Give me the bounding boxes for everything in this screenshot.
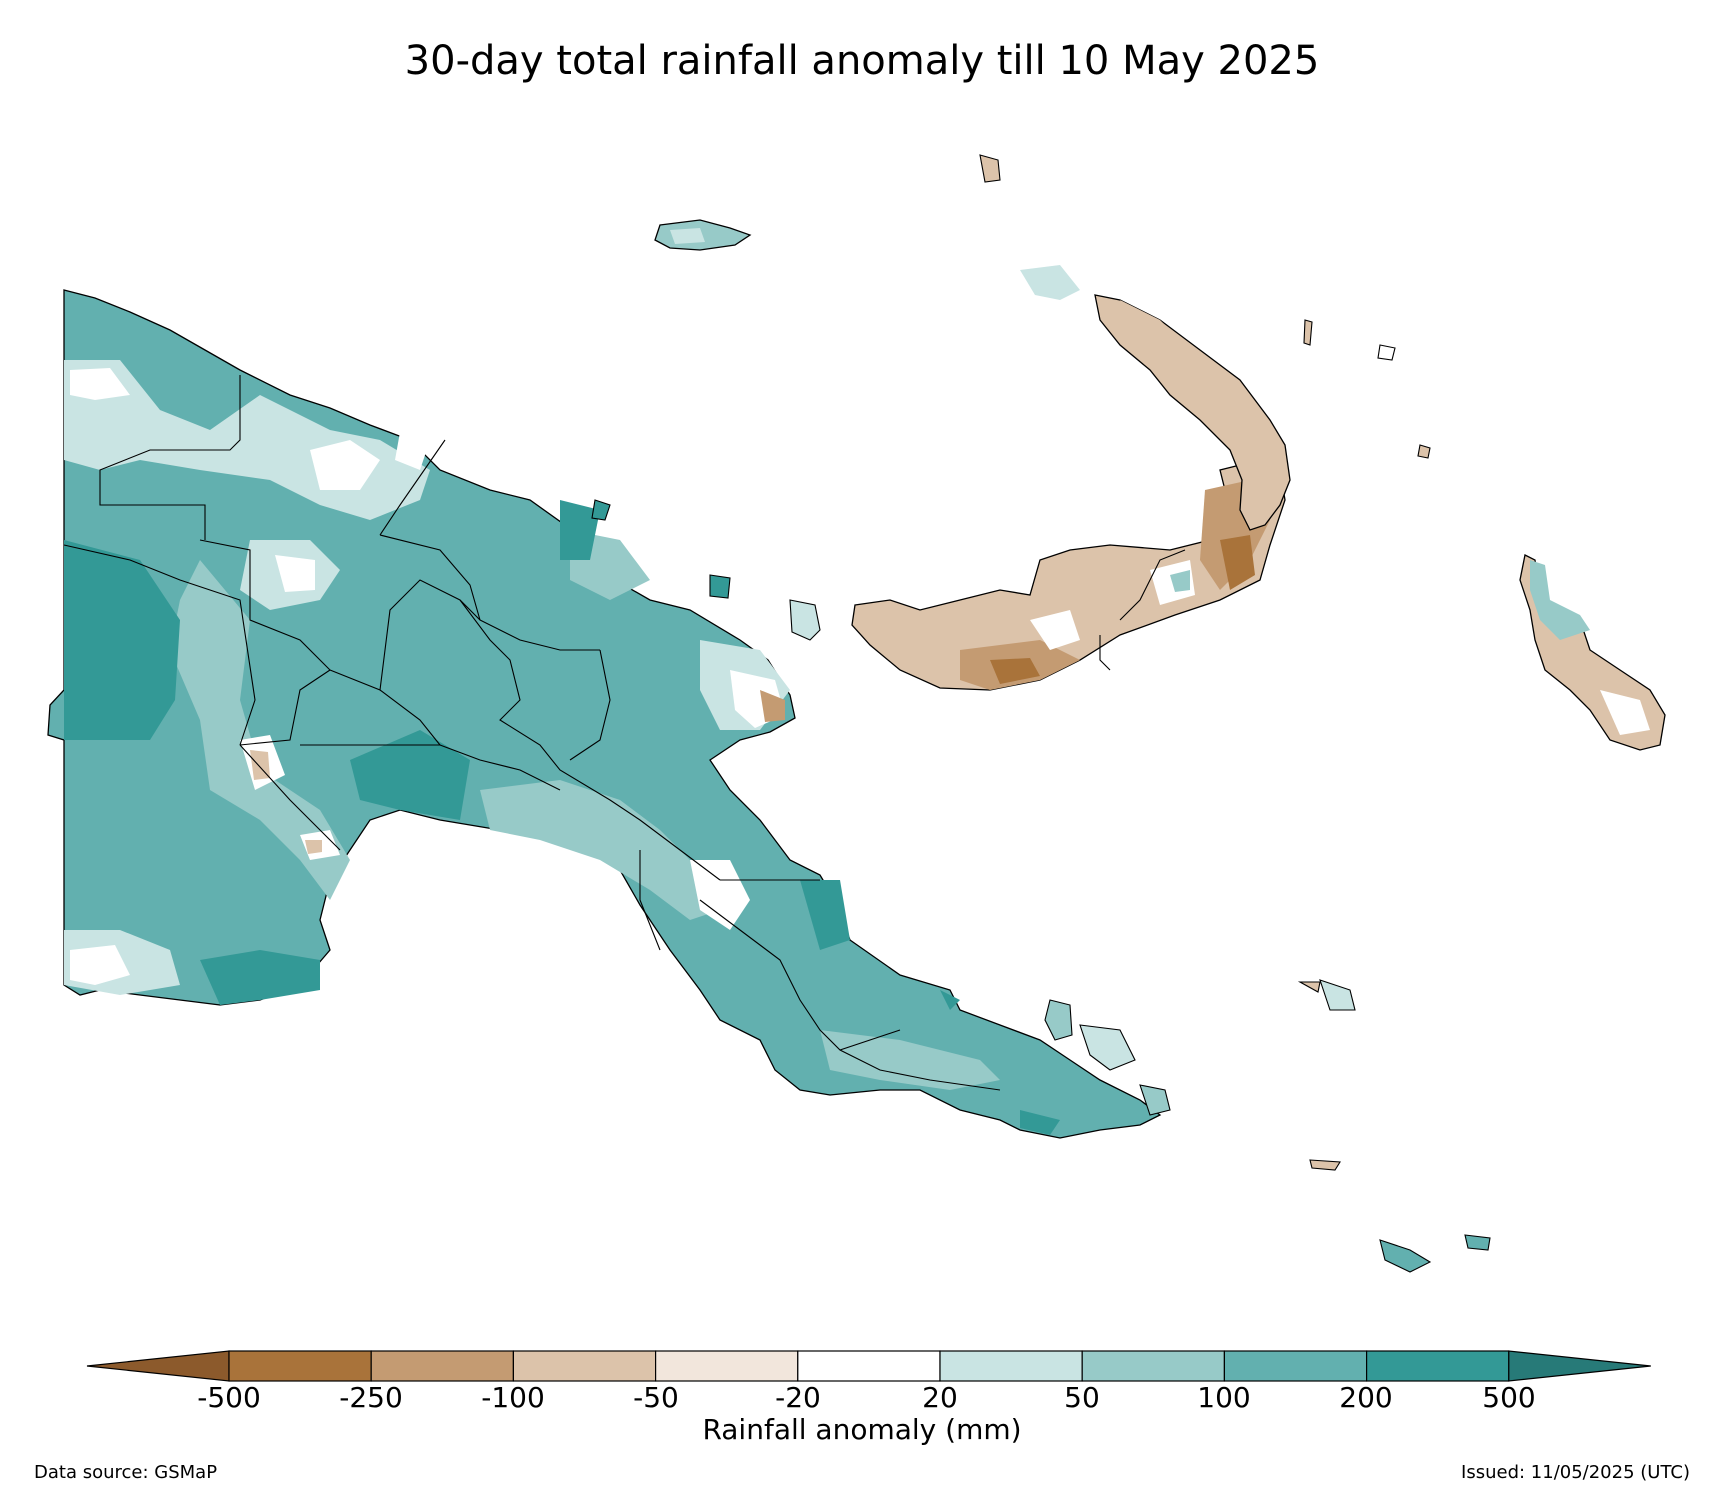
map-title: 30-day total rainfall anomaly till 10 Ma… <box>404 38 1320 84</box>
colorbar-bin <box>1223 1350 1368 1382</box>
colorbar-tick-label: 50 <box>1064 1381 1100 1414</box>
colorbar-bin <box>1365 1350 1510 1382</box>
colorbar-title: Rainfall anomaly (mm) <box>702 1413 1022 1446</box>
colorbar-tick-label: 500 <box>1482 1381 1536 1414</box>
colorbar-bin <box>654 1350 799 1382</box>
colorbar-extend-high <box>1508 1350 1651 1382</box>
data-source-note: Data source: GSMaP <box>34 1462 218 1483</box>
colorbar-tick-label: -50 <box>633 1381 679 1414</box>
colorbar-tick-label: 100 <box>1197 1381 1251 1414</box>
colorbar-bin <box>370 1350 515 1382</box>
province-borders <box>63 375 1001 1091</box>
colorbar-bin <box>797 1350 941 1382</box>
colorbar-tick-label: -20 <box>775 1381 821 1414</box>
colorbar-tick-label: -500 <box>197 1381 261 1414</box>
bougainville <box>1519 554 1666 751</box>
manus-island <box>654 219 752 251</box>
colorbar-bin <box>228 1350 372 1382</box>
colorbar-tick-label: -100 <box>481 1381 545 1414</box>
small-islands <box>591 154 1491 1273</box>
colorbar-tick-label: 200 <box>1339 1381 1393 1414</box>
colorbar-tick-label: -250 <box>339 1381 403 1414</box>
colorbar-bin <box>939 1350 1083 1382</box>
mainland-png <box>47 289 1162 1139</box>
colorbar-bin <box>512 1350 657 1382</box>
colorbar-extend-low <box>86 1350 230 1382</box>
colorbar-segments <box>86 1350 1651 1382</box>
colorbar-tick-label: 20 <box>922 1381 958 1414</box>
colorbar-bin <box>1081 1350 1225 1382</box>
new-ireland <box>1020 265 1291 531</box>
issued-date: Issued: 11/05/2025 (UTC) <box>1461 1462 1690 1483</box>
